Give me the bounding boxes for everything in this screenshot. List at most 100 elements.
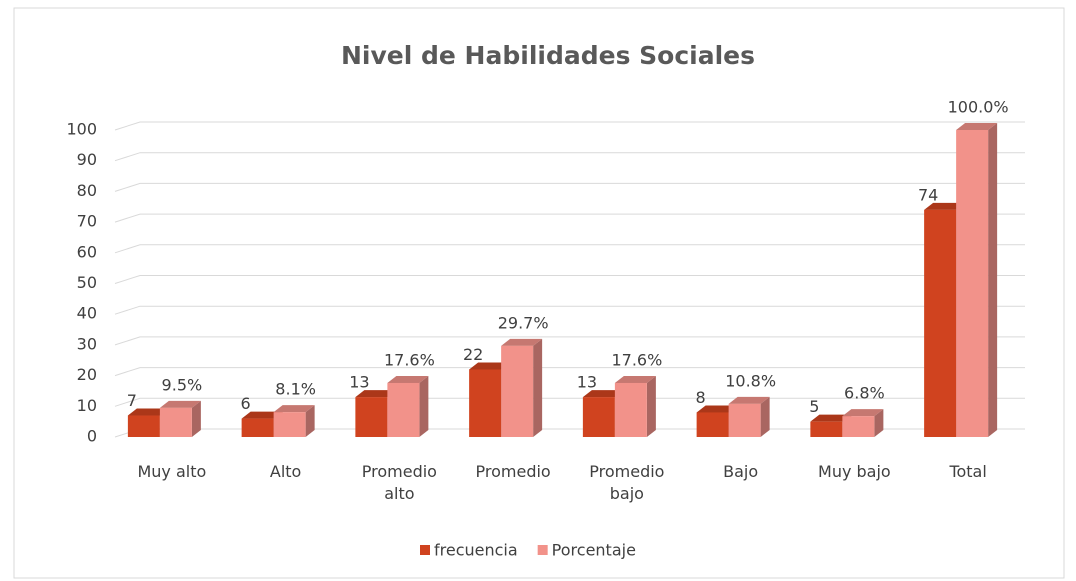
bar-face bbox=[614, 382, 647, 437]
grid-line bbox=[114, 397, 1025, 407]
bar-face bbox=[501, 338, 543, 346]
x-tick-label: Muy alto bbox=[137, 462, 207, 481]
data-label: 6 bbox=[241, 394, 251, 413]
data-label: 7 bbox=[127, 391, 137, 410]
grid-line bbox=[114, 275, 1025, 284]
bar bbox=[273, 405, 315, 437]
x-tick-label: Alto bbox=[269, 462, 302, 481]
bar bbox=[501, 338, 543, 437]
bar-face bbox=[305, 405, 315, 437]
legend-swatch bbox=[420, 545, 430, 555]
bar-face bbox=[842, 416, 875, 437]
bar-face bbox=[127, 415, 160, 437]
bar-face bbox=[874, 409, 884, 437]
data-label: 6.8% bbox=[844, 384, 885, 403]
grid-line bbox=[114, 152, 1025, 162]
y-tick-label: 80 bbox=[77, 181, 97, 200]
bar-face bbox=[387, 375, 429, 383]
bar-face bbox=[273, 412, 306, 437]
bar-face bbox=[728, 403, 761, 437]
bar-face bbox=[956, 123, 998, 130]
chart-title: Nivel de Habilidades Sociales bbox=[341, 41, 755, 70]
legend-swatch bbox=[537, 545, 548, 555]
x-tick-label: Total bbox=[949, 462, 987, 481]
data-label: 8.1% bbox=[275, 380, 316, 399]
bar-face bbox=[469, 362, 511, 370]
bar bbox=[842, 409, 884, 437]
data-label: 100.0% bbox=[948, 98, 1009, 117]
data-label: 29.7% bbox=[498, 313, 549, 332]
y-tick-label: 20 bbox=[77, 365, 97, 384]
grid-line bbox=[114, 305, 1025, 315]
bar-face bbox=[533, 338, 543, 437]
bar-face bbox=[273, 405, 315, 413]
bar-face bbox=[241, 418, 274, 437]
grid-line bbox=[114, 182, 1025, 192]
bar-face bbox=[419, 375, 429, 437]
bar-face bbox=[501, 345, 534, 437]
y-tick-label: 30 bbox=[77, 334, 97, 353]
data-label: 17.6% bbox=[384, 350, 435, 369]
bar-face bbox=[842, 409, 884, 417]
chart-border bbox=[13, 7, 1065, 579]
bar-face bbox=[696, 412, 729, 437]
bar-face bbox=[387, 382, 420, 437]
y-tick-label: 100 bbox=[66, 120, 97, 139]
bar-face bbox=[810, 421, 843, 437]
y-tick-label: 10 bbox=[77, 396, 97, 415]
bar bbox=[728, 396, 770, 437]
data-label: 9.5% bbox=[162, 375, 203, 394]
bar-face bbox=[614, 375, 656, 383]
bar-face bbox=[355, 390, 397, 398]
data-label: 13 bbox=[349, 373, 369, 392]
bar-face bbox=[127, 408, 169, 416]
bar-face bbox=[159, 407, 192, 437]
data-label: 13 bbox=[577, 373, 597, 392]
bar-face bbox=[696, 405, 738, 413]
grid-line bbox=[114, 336, 1025, 346]
data-label: 17.6% bbox=[611, 350, 662, 369]
bar-face bbox=[582, 390, 624, 398]
bar-face bbox=[728, 396, 770, 404]
bar-face bbox=[810, 414, 852, 422]
y-tick-label: 0 bbox=[87, 427, 97, 446]
bar bbox=[159, 400, 201, 437]
data-label: 22 bbox=[463, 345, 483, 364]
bar-face bbox=[646, 375, 656, 437]
x-tick-label: Bajo bbox=[723, 462, 759, 481]
x-tick-label: Promedio bbox=[475, 462, 551, 481]
y-tick-label: 50 bbox=[77, 273, 97, 292]
bar-face bbox=[924, 209, 957, 437]
bar-face bbox=[988, 123, 998, 437]
bar-face bbox=[159, 400, 201, 408]
data-label: 10.8% bbox=[725, 371, 776, 390]
bar-face bbox=[956, 130, 989, 437]
grid-line bbox=[114, 367, 1025, 377]
grid-line bbox=[114, 121, 1025, 131]
x-tick-label: Promedio bajo bbox=[589, 462, 665, 503]
data-label: 5 bbox=[809, 397, 819, 416]
y-tick-label: 90 bbox=[77, 150, 97, 169]
legend-label: Porcentaje bbox=[552, 541, 636, 560]
bar bbox=[387, 375, 429, 437]
y-tick-label: 70 bbox=[77, 212, 97, 231]
y-tick-label: 40 bbox=[77, 304, 97, 323]
bar-face bbox=[924, 202, 966, 210]
bar bbox=[956, 123, 998, 437]
y-tick-label: 60 bbox=[77, 242, 97, 261]
bar-face bbox=[469, 369, 502, 437]
grid-line bbox=[114, 213, 1025, 223]
x-tick-label: Muy bajo bbox=[818, 462, 891, 481]
bar-face bbox=[355, 397, 388, 437]
data-label: 74 bbox=[918, 185, 938, 204]
bar bbox=[614, 375, 656, 437]
bar-face bbox=[760, 396, 770, 437]
legend-label: frecuencia bbox=[434, 541, 518, 560]
bar-face bbox=[582, 397, 615, 437]
data-label: 8 bbox=[696, 388, 706, 407]
x-tick-label: Promedio alto bbox=[361, 462, 437, 503]
grid-line bbox=[114, 244, 1025, 254]
bar-face bbox=[241, 411, 283, 419]
